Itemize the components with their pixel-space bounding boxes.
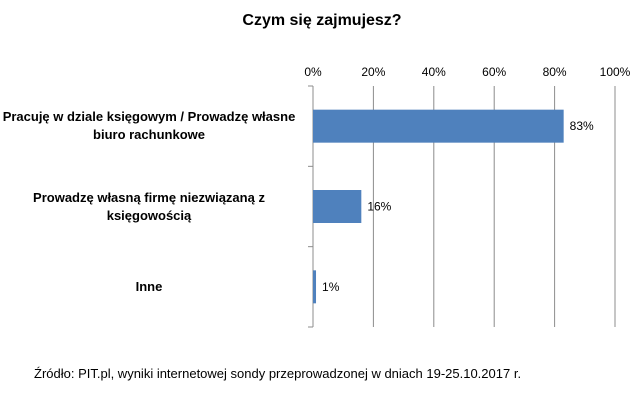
bar [313, 270, 317, 304]
category-label: Inne [0, 278, 298, 296]
category-label: Pracuję w dziale księgowym / Prowadzę wł… [0, 108, 298, 144]
bar [313, 109, 564, 143]
x-tick-label: 100% [600, 65, 631, 79]
x-tick-label: 20% [361, 65, 385, 79]
x-tick-label: 40% [422, 65, 446, 79]
data-label: 1% [322, 280, 340, 294]
data-label: 16% [367, 200, 391, 214]
x-tick-label: 60% [482, 65, 506, 79]
x-tick-label: 80% [543, 65, 567, 79]
chart-title: Czym się zajmujesz? [242, 12, 402, 29]
source-note: Źródło: PIT.pl, wyniki internetowej sond… [34, 366, 522, 381]
bar [313, 190, 362, 223]
category-label-line: biuro rachunkowe [93, 127, 205, 143]
x-tick-label: 0% [304, 65, 322, 79]
category-label-line: księgowością [106, 207, 192, 223]
category-label: Prowadzę własną firmę niezwiązaną z księg… [0, 189, 298, 225]
category-label-line: Pracuję w dziale księgowym / Prowadzę wł… [2, 109, 296, 125]
category-label-line: Inne [135, 278, 163, 294]
data-label: 83% [570, 119, 594, 133]
category-label-line: Prowadzę własną firmę niezwiązaną z [33, 189, 265, 205]
